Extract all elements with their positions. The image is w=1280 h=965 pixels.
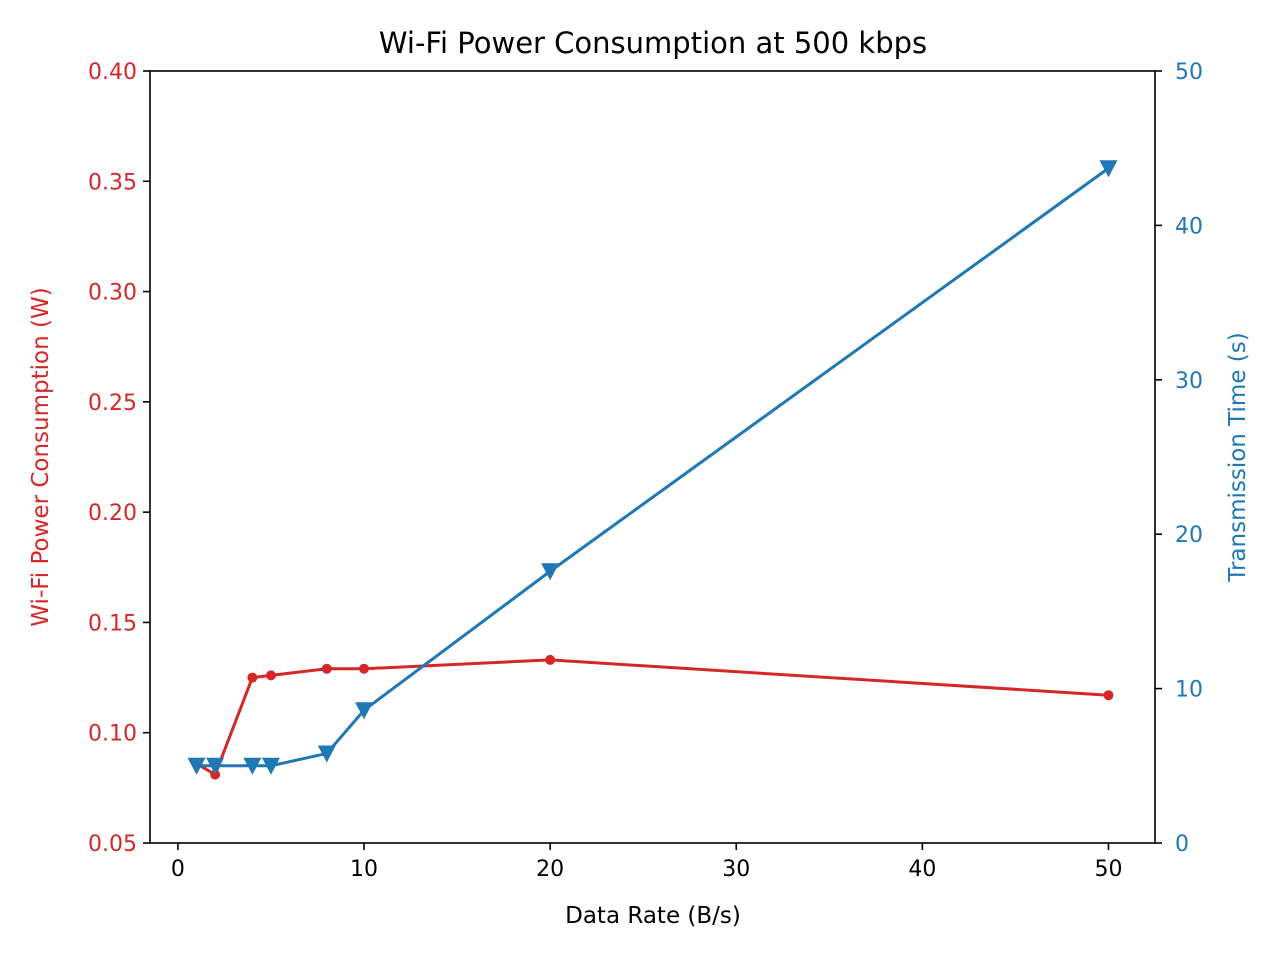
- series-layer: [187, 160, 1118, 780]
- data-point-right: [541, 563, 560, 581]
- y-left-tick-label: 0.15: [88, 611, 137, 636]
- y-left-tick-label: 0.20: [88, 501, 137, 526]
- data-point-left: [545, 654, 556, 665]
- data-point-right: [243, 757, 262, 775]
- data-point-right: [187, 757, 206, 775]
- y-left-tick-label: 0.30: [88, 281, 137, 306]
- y-left-tick-label: 0.35: [88, 170, 137, 195]
- chart-title: Wi-Fi Power Consumption at 500 kbps: [379, 26, 927, 60]
- y-axis-label-left: Wi-Fi Power Consumption (W): [28, 287, 54, 626]
- y-left-tick-label: 0.05: [88, 832, 137, 857]
- y-left-tick-label: 0.25: [88, 391, 137, 416]
- x-tick-label: 20: [536, 857, 564, 882]
- y-right-tick-label: 10: [1175, 678, 1203, 703]
- y-axis-label-right: Transmission Time (s): [1225, 332, 1251, 582]
- x-tick-label: 30: [722, 857, 750, 882]
- x-tick-label: 10: [350, 857, 378, 882]
- y-right-tick-label: 40: [1175, 214, 1203, 239]
- series-left: [191, 654, 1114, 780]
- ticks-layer: 0 10 20 30 40 50 0.05 0.10 0.15 0.20 0.25 0.30 0.35 0…: [88, 60, 1203, 882]
- y-left-tick-label: 0.40: [88, 60, 137, 85]
- y-right-tick-label: 30: [1175, 369, 1203, 394]
- data-point-left: [321, 663, 332, 674]
- x-tick-label: 40: [908, 857, 936, 882]
- series-line-left: [195, 658, 1109, 777]
- y-left-tick-label: 0.10: [88, 722, 137, 747]
- y-right-tick-label: 20: [1175, 523, 1203, 548]
- x-tick-label: 0: [171, 857, 185, 882]
- y-right-tick-label: 0: [1175, 832, 1189, 857]
- data-point-left: [359, 663, 370, 674]
- series-right: [187, 160, 1118, 775]
- data-point-right: [1099, 160, 1118, 178]
- data-point-left: [265, 670, 276, 681]
- data-point-left: [1103, 690, 1114, 701]
- data-point-right: [317, 745, 336, 763]
- data-point-right: [355, 702, 374, 720]
- series-line-right: [196, 167, 1110, 768]
- data-point-left: [247, 672, 258, 683]
- plot-frame: [149, 70, 1156, 844]
- y-right-tick-label: 50: [1175, 60, 1203, 85]
- x-tick-label: 50: [1094, 857, 1122, 882]
- data-point-right: [261, 757, 280, 775]
- data-point-right: [206, 757, 225, 775]
- x-axis-label: Data Rate (B/s): [565, 903, 741, 929]
